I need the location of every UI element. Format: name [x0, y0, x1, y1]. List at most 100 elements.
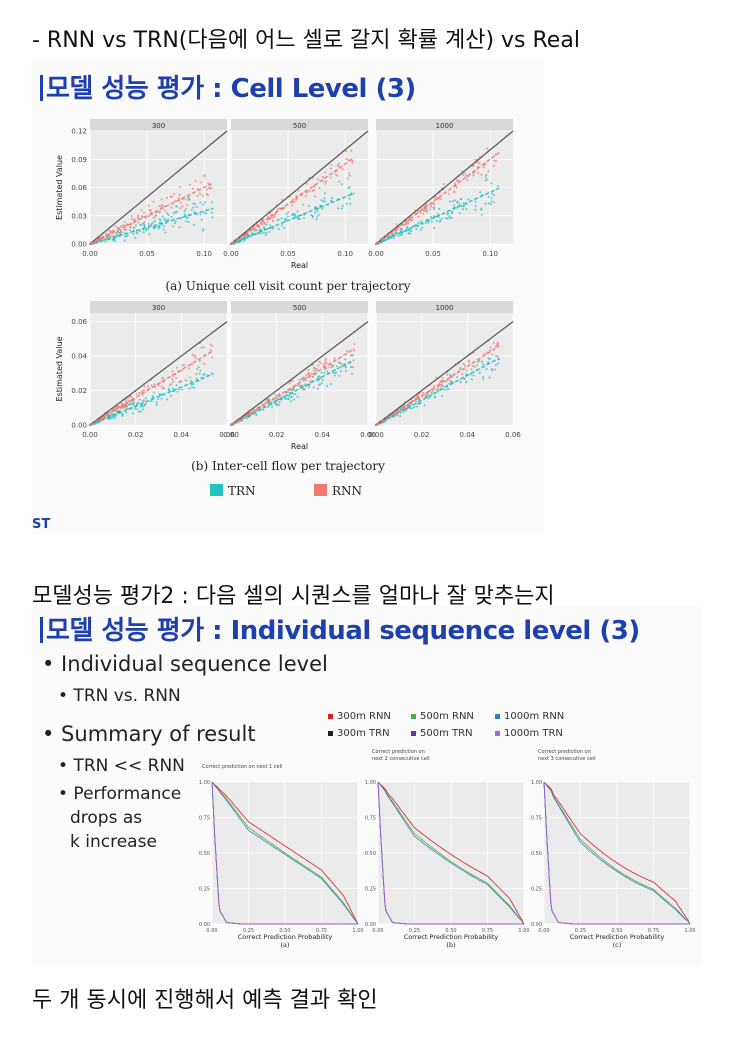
point-rnn [171, 370, 174, 373]
point-trn [430, 220, 433, 223]
point-trn [193, 211, 196, 214]
point-trn [145, 229, 148, 232]
point-rnn [158, 205, 161, 208]
point-rnn [152, 216, 155, 219]
point-trn [314, 205, 317, 208]
point-rnn [399, 409, 402, 412]
point-rnn [470, 368, 473, 371]
point-rnn [147, 215, 150, 218]
point-rnn [433, 208, 436, 211]
point-trn [167, 218, 170, 221]
point-trn [284, 397, 287, 400]
point-rnn [352, 349, 355, 352]
slide-sequence-level: 모델 성능 평가 : Individual sequence level (3)… [32, 606, 702, 966]
point-rnn [440, 386, 443, 389]
point-trn [435, 219, 438, 222]
title-accent-bar [40, 617, 43, 643]
series-line [211, 781, 359, 925]
point-rnn [276, 207, 279, 210]
y-tick-label: 0.00 [71, 241, 87, 249]
point-trn [193, 386, 196, 389]
x-tick-label: 0.00 [538, 928, 549, 934]
point-rnn [291, 388, 294, 391]
point-trn [151, 395, 154, 398]
point-rnn [136, 217, 139, 220]
point-trn [202, 373, 205, 376]
point-rnn [143, 385, 146, 388]
point-trn [155, 401, 158, 404]
point-trn [268, 230, 271, 233]
x-tick-label: 0.06 [360, 431, 376, 439]
x-tick-label: 0.00 [223, 250, 239, 258]
point-rnn [317, 178, 320, 181]
point-rnn [311, 375, 314, 378]
bullet-item: • TRN << RNN [58, 756, 185, 776]
point-trn [449, 216, 452, 219]
point-rnn [266, 220, 269, 223]
point-trn [125, 411, 128, 414]
point-rnn [395, 223, 398, 226]
point-trn [384, 419, 387, 422]
point-trn [134, 224, 137, 227]
point-rnn [166, 196, 169, 199]
point-trn [317, 213, 320, 216]
point-trn [163, 217, 166, 220]
point-trn [197, 366, 200, 369]
point-rnn [163, 386, 166, 389]
point-trn [269, 224, 272, 227]
point-rnn [394, 413, 397, 416]
point-trn [390, 236, 393, 239]
point-rnn [125, 398, 128, 401]
point-rnn [114, 225, 117, 228]
point-trn [411, 407, 414, 410]
point-trn [243, 239, 246, 242]
point-rnn [132, 226, 135, 229]
point-rnn [322, 180, 325, 183]
point-trn [152, 221, 155, 224]
x-tick-label: 0.02 [269, 431, 285, 439]
bullet-item: • Performance [58, 784, 182, 804]
point-trn [192, 206, 195, 209]
x-tick-label: 0.00 [368, 250, 384, 258]
point-rnn [183, 364, 186, 367]
point-trn [323, 371, 326, 374]
point-trn [487, 357, 490, 360]
point-rnn [302, 376, 305, 379]
point-trn [267, 405, 270, 408]
legend-swatch [328, 731, 333, 736]
point-rnn [126, 405, 129, 408]
point-rnn [302, 203, 305, 206]
point-trn [321, 207, 324, 210]
point-rnn [286, 390, 289, 393]
identity-line [230, 130, 369, 245]
panel-caption: (a) [281, 941, 290, 949]
point-rnn [331, 364, 334, 367]
facet-label: 1000 [436, 304, 454, 312]
point-trn [262, 408, 265, 411]
point-trn [397, 234, 400, 237]
point-trn [423, 404, 426, 407]
point-rnn [435, 196, 438, 199]
line-figure: 300m RNN 500m RNN 1000m RNN 300m TRN 500m TR… [199, 711, 696, 949]
point-rnn [493, 368, 496, 371]
fit-line-rnn [230, 157, 355, 245]
point-rnn [298, 383, 301, 386]
point-trn [175, 384, 178, 387]
point-trn [171, 387, 174, 390]
point-trn [321, 378, 324, 381]
point-trn [210, 201, 213, 204]
point-trn [108, 418, 111, 421]
point-trn [488, 376, 491, 379]
point-rnn [341, 168, 344, 171]
point-trn [271, 227, 274, 230]
point-rnn [492, 164, 495, 167]
point-rnn [186, 204, 189, 207]
plot-panel [376, 313, 513, 425]
point-trn [275, 403, 278, 406]
point-rnn [317, 364, 320, 367]
figure-caption: (a) Unique cell visit count per trajecto… [165, 279, 410, 293]
point-trn [450, 212, 453, 215]
fit-line-trn [230, 359, 355, 426]
point-trn [314, 211, 317, 214]
